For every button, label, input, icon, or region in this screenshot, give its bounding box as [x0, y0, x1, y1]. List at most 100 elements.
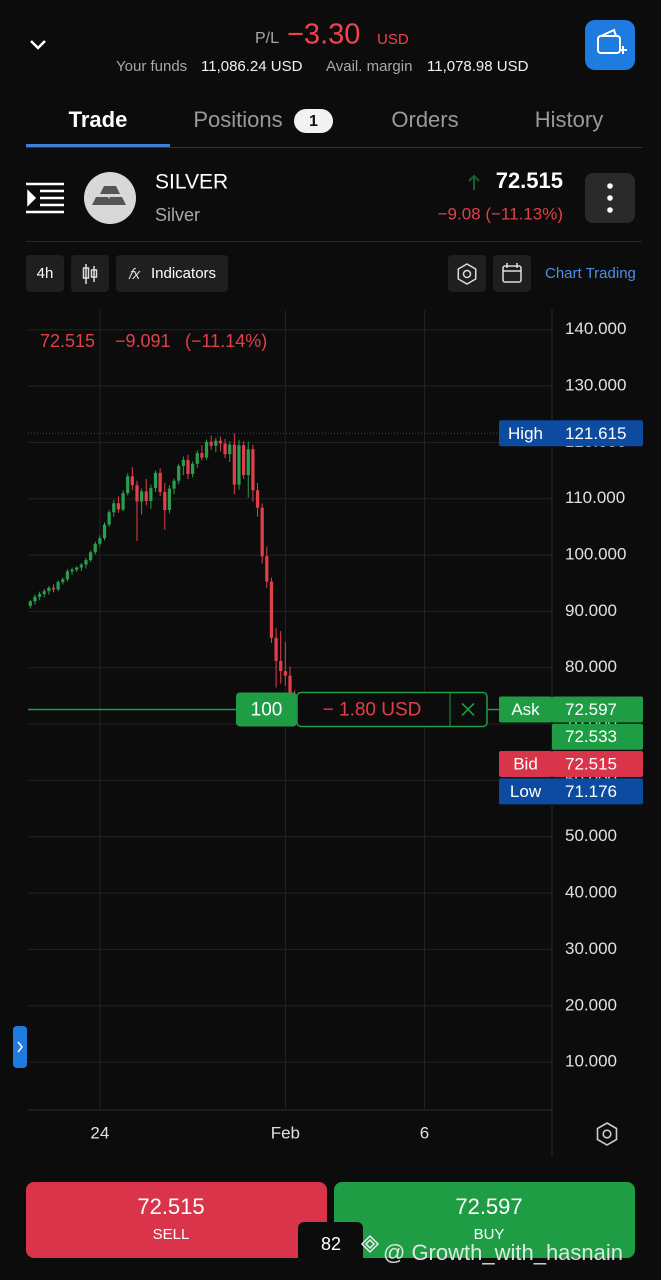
candle-body: [209, 441, 213, 446]
marker-value: 72.533: [565, 727, 617, 746]
margin-value: 11,078.98 USD: [427, 58, 529, 75]
candle-body: [158, 472, 162, 492]
candle-body: [269, 581, 274, 638]
tab-badge: [294, 109, 333, 133]
marker-label: High: [508, 424, 543, 443]
legend-price: 72.515: [40, 331, 95, 351]
marker-label-box: [499, 751, 552, 778]
candle-body: [79, 564, 83, 568]
tab-orders[interactable]: Orders: [391, 107, 458, 132]
candle-body: [126, 476, 130, 494]
candle-body: [116, 503, 121, 510]
marker-value: 72.515: [565, 755, 617, 774]
tab-trade[interactable]: Trade: [69, 107, 128, 132]
position-quantity-box: [236, 692, 297, 727]
y-tick-label: 90.000: [565, 601, 617, 620]
instrument-symbol: SILVER: [155, 171, 228, 194]
candle-body: [251, 449, 255, 491]
marker-value-box: [552, 723, 643, 750]
instrument-logo: [84, 172, 136, 224]
tab-history[interactable]: History: [535, 107, 603, 132]
funds-label: Your funds: [116, 58, 187, 75]
marker-value: 71.176: [565, 782, 617, 801]
candle-body: [279, 660, 283, 672]
tab-divider: [26, 147, 642, 148]
watermark-icon: [360, 1234, 380, 1254]
candle-body: [195, 453, 199, 464]
chart-trading-link[interactable]: Chart Trading: [545, 265, 636, 282]
candle-body: [102, 524, 107, 539]
candle-body: [177, 466, 181, 481]
indicators-icon: 𝑓x: [128, 266, 141, 283]
candle-body: [163, 491, 167, 510]
candle-body: [135, 485, 139, 502]
x-tick-label: 6: [420, 1123, 429, 1142]
candle-body: [70, 569, 74, 572]
pl-currency: USD: [377, 31, 409, 48]
position-pnl: − 1.80 USD: [323, 699, 422, 720]
candle-body: [51, 587, 56, 590]
close-position[interactable]: [461, 702, 475, 717]
candle-body: [200, 453, 204, 458]
candle-body: [47, 587, 51, 592]
y-tick-label: 10.000: [565, 1052, 617, 1071]
candle-body: [186, 459, 190, 474]
indicators-button[interactable]: [116, 255, 228, 292]
buy-label: BUY: [474, 1226, 505, 1243]
marker-value: 121.615: [565, 424, 626, 443]
y-tick-label: 30.000: [565, 939, 617, 958]
buy-price: 72.597: [455, 1194, 522, 1219]
more-button[interactable]: [585, 173, 635, 223]
funds-value: 11,086.24 USD: [201, 58, 303, 75]
candle-body: [218, 440, 223, 444]
marker-label: Bid: [513, 755, 538, 774]
collapse-chevron[interactable]: [30, 40, 46, 50]
candle-body: [190, 463, 195, 474]
candle-body: [283, 671, 287, 676]
position-pnl-box: [296, 691, 488, 728]
candle-body: [75, 567, 79, 570]
pl-label: P/L: [255, 30, 279, 47]
watermark: @ Growth_with_hasnain: [383, 1240, 623, 1265]
candle-body: [232, 444, 236, 485]
axis-settings[interactable]: [596, 1122, 618, 1146]
tab-positions[interactable]: Positions: [193, 107, 282, 132]
candle-body: [130, 476, 134, 486]
wallet-button[interactable]: [585, 20, 635, 70]
marker-value: 72.597: [565, 700, 617, 719]
legend-percent: (−11.14%): [185, 331, 267, 351]
expand-tab[interactable]: [13, 1026, 27, 1068]
chart-settings-button[interactable]: [448, 255, 486, 292]
candle-body: [56, 582, 60, 590]
watchlist-toggle[interactable]: [26, 182, 64, 214]
indicators-label: Indicators: [151, 265, 216, 282]
chart-type-button[interactable]: [71, 255, 109, 292]
buy-button[interactable]: [334, 1182, 635, 1258]
marker-value-box: [552, 420, 643, 447]
marker-value-box: [552, 778, 643, 805]
calendar-button[interactable]: [493, 255, 531, 292]
candle-body: [214, 440, 218, 446]
pl-value: −3.30: [287, 19, 360, 51]
candle-body: [265, 556, 269, 582]
candle-body: [149, 488, 153, 501]
sell-label: SELL: [153, 1226, 190, 1243]
spread-box: [298, 1222, 363, 1265]
candle-body: [107, 512, 111, 525]
candle-body: [255, 490, 260, 508]
price-overlays: High 121.615 Ask 72.597 72.533 Bid 72.515 Low 71…: [28, 420, 643, 805]
marker-label: Ask: [511, 700, 540, 719]
candle-body: [204, 441, 209, 458]
tab-indicator: [26, 144, 170, 147]
candle-body: [93, 543, 97, 553]
interval-button[interactable]: [26, 255, 64, 292]
sell-button[interactable]: [26, 1182, 327, 1258]
candle-body: [260, 507, 264, 557]
marker-value-box: [552, 751, 643, 778]
y-tick-label: 110.000: [565, 488, 625, 507]
candle-body: [121, 493, 125, 510]
y-tick-label: 130.000: [565, 376, 626, 395]
y-tick-label: 20.000: [565, 995, 617, 1014]
